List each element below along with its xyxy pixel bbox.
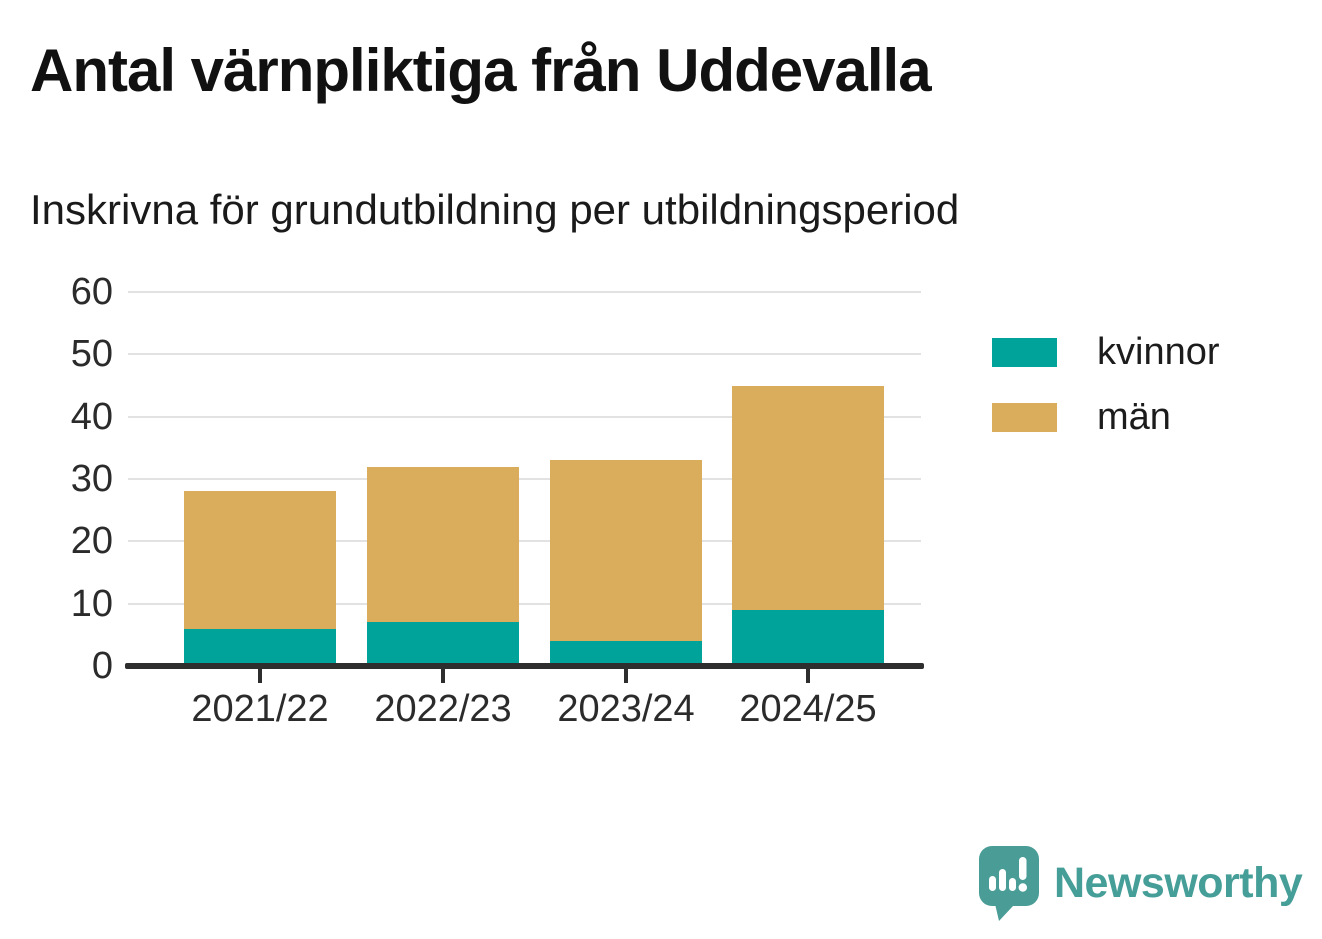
brand-logo: Newsworthy bbox=[978, 845, 1303, 922]
legend-label-kvinnor: kvinnor bbox=[1097, 331, 1220, 373]
bar-segment-män-2021/22 bbox=[184, 491, 336, 629]
gridline-30 bbox=[128, 478, 921, 480]
legend: kvinnor män bbox=[992, 333, 1220, 463]
x-tick-label-2023/24: 2023/24 bbox=[557, 688, 695, 730]
gridline-10 bbox=[128, 602, 921, 605]
y-tick-label-60: 60 bbox=[70, 271, 113, 313]
bar-segment-män-2022/23 bbox=[367, 466, 519, 623]
bar-segment-kvinnor-2021/22 bbox=[184, 628, 336, 666]
plot-area: 0 10 20 30 40 50 60 2021/22 2022/23 2023/24 2024/… bbox=[71, 273, 924, 730]
gridline-20 bbox=[128, 540, 921, 543]
gridline-40 bbox=[128, 415, 921, 418]
legend-item-män: män bbox=[992, 398, 1220, 436]
y-tick-label-0: 0 bbox=[91, 645, 113, 687]
bar-segment-kvinnor-2022/23 bbox=[367, 622, 519, 666]
newsworthy-speech-bubble-icon bbox=[979, 846, 1039, 921]
legend-swatch-män bbox=[992, 402, 1057, 432]
bar-segment-kvinnor-2023/24 bbox=[550, 641, 702, 666]
x-tick-2021/22 bbox=[258, 669, 262, 683]
legend-item-kvinnor: kvinnor bbox=[992, 333, 1220, 371]
brand-wordmark: Newsworthy bbox=[1054, 859, 1303, 907]
gridline-60 bbox=[128, 291, 921, 293]
bar-2024/25 bbox=[732, 385, 884, 666]
legend-label-män: män bbox=[1097, 396, 1171, 438]
bar-segment-kvinnor-2024/25 bbox=[732, 609, 884, 666]
chart-title: Antal värnpliktiga från Uddevalla bbox=[30, 37, 932, 104]
bar-2022/23 bbox=[367, 466, 519, 666]
x-tick-2024/25 bbox=[806, 669, 810, 683]
bar-2023/24 bbox=[550, 460, 702, 666]
chart-subtitle: Inskrivna för grundutbildning per utbild… bbox=[30, 186, 960, 233]
bar-segment-män-2024/25 bbox=[732, 385, 884, 610]
legend-swatch-kvinnor bbox=[992, 337, 1057, 367]
x-tick-label-2021/22: 2021/22 bbox=[191, 688, 329, 730]
bar-2021/22 bbox=[184, 491, 336, 666]
x-axis-line bbox=[125, 663, 924, 669]
x-tick-label-2024/25: 2024/25 bbox=[739, 688, 877, 730]
x-tick-2023/24 bbox=[624, 669, 628, 683]
y-tick-label-10: 10 bbox=[70, 582, 113, 625]
y-tick-label-30: 30 bbox=[70, 458, 113, 500]
y-tick-label-20: 20 bbox=[70, 520, 113, 563]
y-tick-label-50: 50 bbox=[70, 333, 113, 376]
gridline-50 bbox=[128, 353, 921, 356]
x-tick-2022/23 bbox=[441, 669, 445, 683]
y-tick-label-40: 40 bbox=[70, 395, 113, 438]
bar-segment-män-2023/24 bbox=[550, 460, 702, 642]
x-tick-label-2022/23: 2022/23 bbox=[374, 688, 512, 730]
